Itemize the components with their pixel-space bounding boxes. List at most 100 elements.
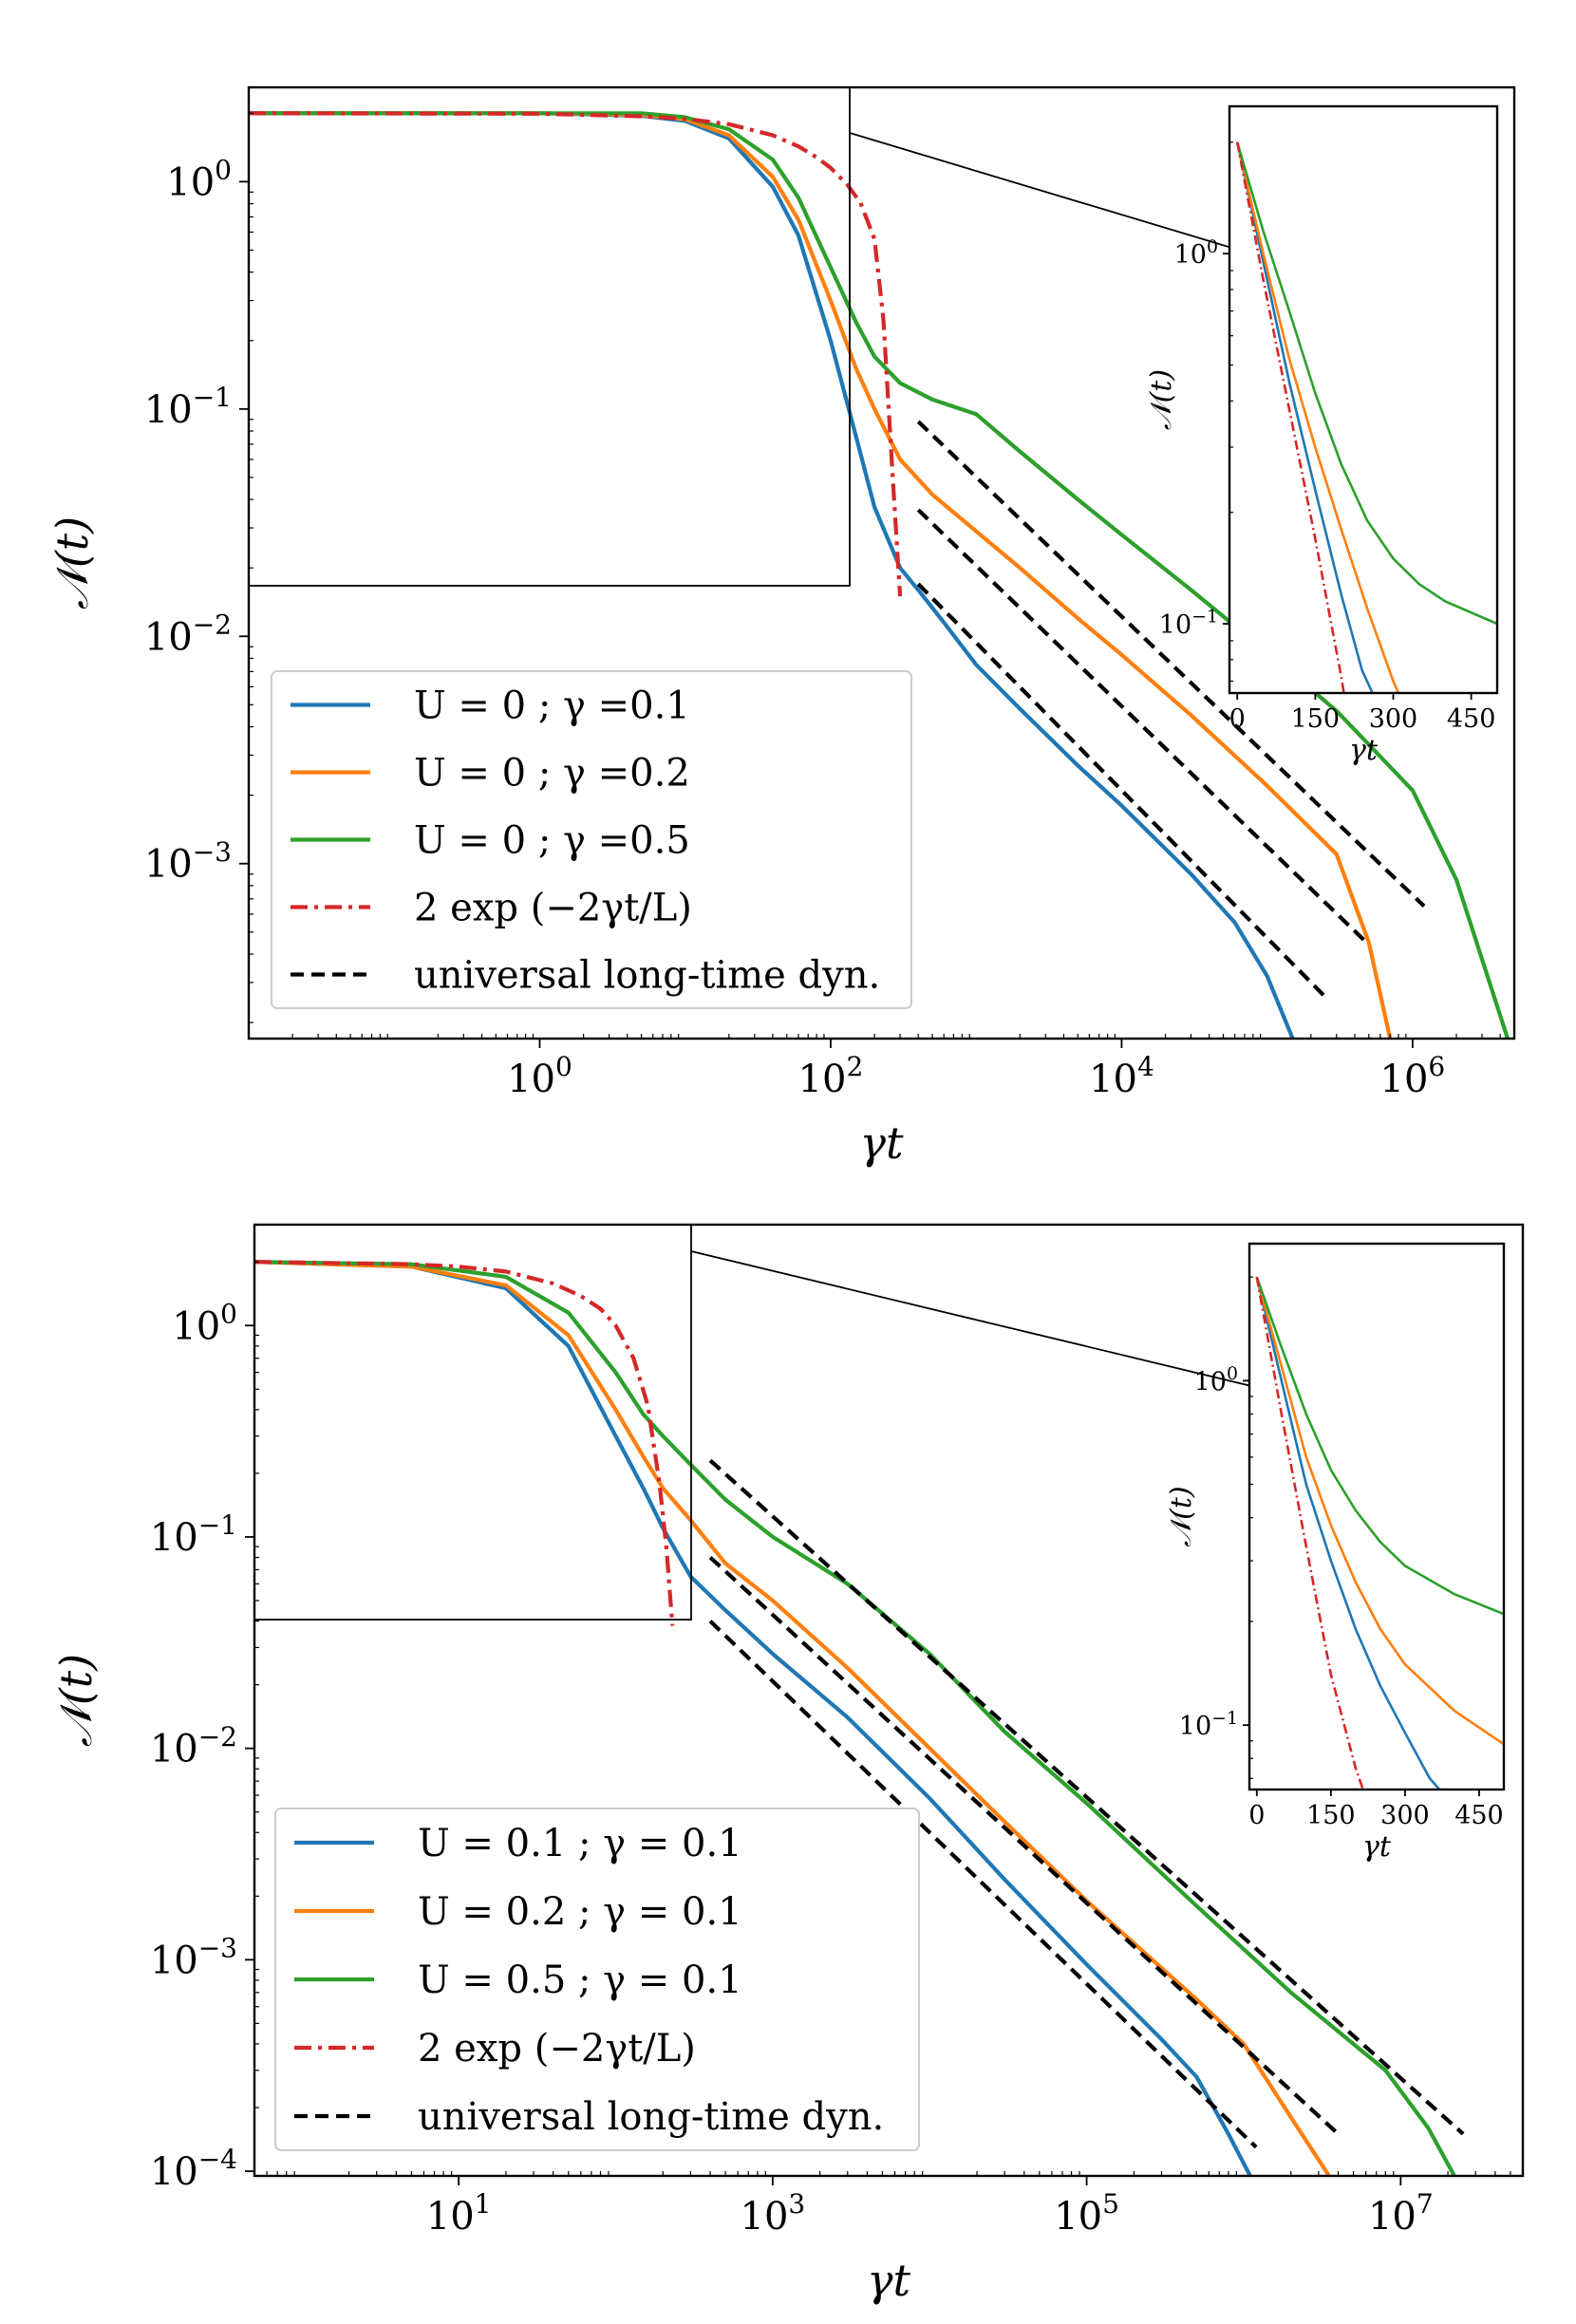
y-tick-label-exp: −2 [193, 609, 232, 640]
x-tick-label: 102 [798, 1051, 864, 1101]
inset-y-tick-label-exp: 0 [1207, 236, 1218, 257]
inset-y-tick-label-base: 10 [1179, 1712, 1211, 1741]
y-tick-label-exp: −3 [193, 836, 232, 868]
series-line-1 [254, 1260, 1252, 2176]
inset-y-tick-label: 10−1 [1159, 607, 1218, 640]
inset-x-tick-label: 450 [1454, 1801, 1504, 1830]
plot-area [249, 111, 1510, 1039]
zoom-region-box [253, 1224, 692, 1621]
inset-y-tick-label: 100 [1194, 1363, 1238, 1396]
series-line-4 [249, 111, 903, 597]
y-axis-label: 𝒩(t) [47, 516, 98, 609]
x-tick-label-base: 10 [507, 1058, 555, 1101]
inset-x-tick-label: 150 [1306, 1801, 1356, 1830]
x-tick-label-exp: 4 [1137, 1051, 1154, 1082]
x-tick-label-base: 10 [1380, 1058, 1429, 1101]
inset-x-tick-label: 300 [1380, 1801, 1430, 1830]
y-tick-label-exp: −4 [198, 2144, 237, 2175]
universal-fit-line-3 [916, 420, 1426, 909]
x-tick-label: 103 [741, 2188, 806, 2239]
inset-series-line-3 [1255, 1276, 1504, 1616]
x-tick-label-exp: 1 [475, 2188, 492, 2220]
x-tick-label: 105 [1054, 2188, 1119, 2239]
x-tick-label: 101 [426, 2188, 492, 2239]
inset-series-line-3 [1235, 141, 1497, 626]
legend-label-4: 2 exp (−2γt/L) [418, 2027, 696, 2071]
inset-axes-frame [1248, 1242, 1506, 1791]
y-tick-label-exp: −3 [198, 1933, 237, 1964]
inset-series-line-2 [1255, 1276, 1504, 1746]
inset-x-tick-label: 0 [1248, 1801, 1265, 1830]
x-tick-label: 106 [1380, 1051, 1446, 1101]
zoom-connector-line [849, 132, 1230, 249]
inset-y-tick-label: 100 [1174, 236, 1218, 270]
main-axes-frame [253, 1223, 1525, 2178]
x-tick-label-exp: 3 [788, 2188, 805, 2220]
y-tick-label-base: 10 [144, 388, 193, 432]
legend-frame [271, 670, 912, 1009]
y-tick-label: 10−2 [144, 609, 232, 659]
x-tick-label-exp: 2 [846, 1051, 863, 1082]
inset-y-tick-label-base: 10 [1194, 1367, 1227, 1396]
x-tick-label-base: 10 [798, 1058, 847, 1101]
y-tick-label: 10−1 [144, 382, 232, 432]
plot-area [254, 1260, 1465, 2176]
legend: U = 0.1 ; γ = 0.1 U = 0.2 ; γ = 0.1 U = 0.… [274, 1808, 920, 2151]
legend-label-5: universal long-time dyn. [418, 2095, 884, 2139]
legend-label-3: U = 0 ; γ =0.5 [414, 819, 690, 863]
main-axes-frame [247, 85, 1516, 1040]
legend-label-1: U = 0.1 ; γ = 0.1 [418, 1822, 742, 1865]
inset-plot-area [1235, 141, 1497, 693]
x-tick-label: 107 [1368, 2188, 1434, 2239]
inset-y-tick-label-base: 10 [1159, 610, 1191, 640]
legend-label-5: universal long-time dyn. [414, 954, 880, 998]
y-tick-label: 10−3 [150, 1933, 237, 1983]
y-tick-label-base: 10 [150, 1728, 198, 1771]
zoom-connector-line [690, 1250, 1250, 1387]
legend-label-4: 2 exp (−2γt/L) [414, 887, 692, 930]
inset-series-line-1 [1255, 1276, 1441, 1790]
legend-label-2: U = 0.2 ; γ = 0.1 [418, 1890, 742, 1934]
x-tick-label-exp: 6 [1428, 1051, 1445, 1082]
x-tick-label-exp: 0 [555, 1051, 572, 1082]
x-tick-label: 100 [507, 1051, 572, 1101]
inset-x-tick-label: 450 [1447, 704, 1496, 734]
inset-series-line-2 [1235, 141, 1400, 693]
x-tick-label-exp: 5 [1102, 2188, 1119, 2220]
universal-fit-line-1 [916, 582, 1327, 999]
x-axis-label: γt [860, 1117, 904, 1169]
inset-y-axis-label: 𝒩(t) [1145, 369, 1178, 430]
y-tick-label-base: 10 [144, 615, 193, 659]
inset-x-tick-label: 0 [1229, 704, 1246, 734]
x-tick-label: 104 [1089, 1051, 1154, 1101]
inset-y-tick-label-base: 10 [1174, 240, 1207, 270]
y-tick-label-base: 10 [150, 2150, 198, 2194]
y-axis-label: 𝒩(t) [50, 1654, 102, 1747]
inset-series-line-1 [1235, 141, 1374, 693]
inset-y-tick-label-exp: 0 [1227, 1363, 1238, 1384]
x-tick-label-exp: 7 [1417, 2188, 1434, 2220]
inset-y-tick-label: 10−1 [1179, 1708, 1238, 1741]
legend: U = 0 ; γ =0.1 U = 0 ; γ =0.2 U = 0 ; γ =0… [271, 670, 912, 1009]
inset-x-axis-label: γt [1349, 734, 1379, 767]
y-tick-label-exp: −1 [198, 1509, 237, 1541]
series-line-3 [254, 1260, 1456, 2176]
y-tick-label-exp: −1 [193, 382, 232, 413]
y-tick-label: 10−2 [150, 1721, 237, 1771]
inset-background [1249, 1244, 1504, 1790]
y-tick-label-base: 10 [144, 843, 193, 887]
series-line-4 [254, 1260, 675, 1626]
universal-fit-line-3 [708, 1458, 1465, 2136]
legend-label-2: U = 0 ; γ =0.2 [414, 752, 690, 796]
y-tick-label: 100 [172, 1298, 237, 1348]
inset-series-line-4 [1255, 1276, 1364, 1790]
inset-x-axis-label: γt [1362, 1830, 1392, 1864]
y-tick-label-base: 10 [150, 1516, 198, 1560]
x-axis-label: γt [867, 2255, 910, 2306]
y-tick-label: 100 [166, 155, 232, 205]
inset-series-line-4 [1235, 141, 1345, 693]
inset-x-tick-label: 300 [1369, 704, 1418, 734]
